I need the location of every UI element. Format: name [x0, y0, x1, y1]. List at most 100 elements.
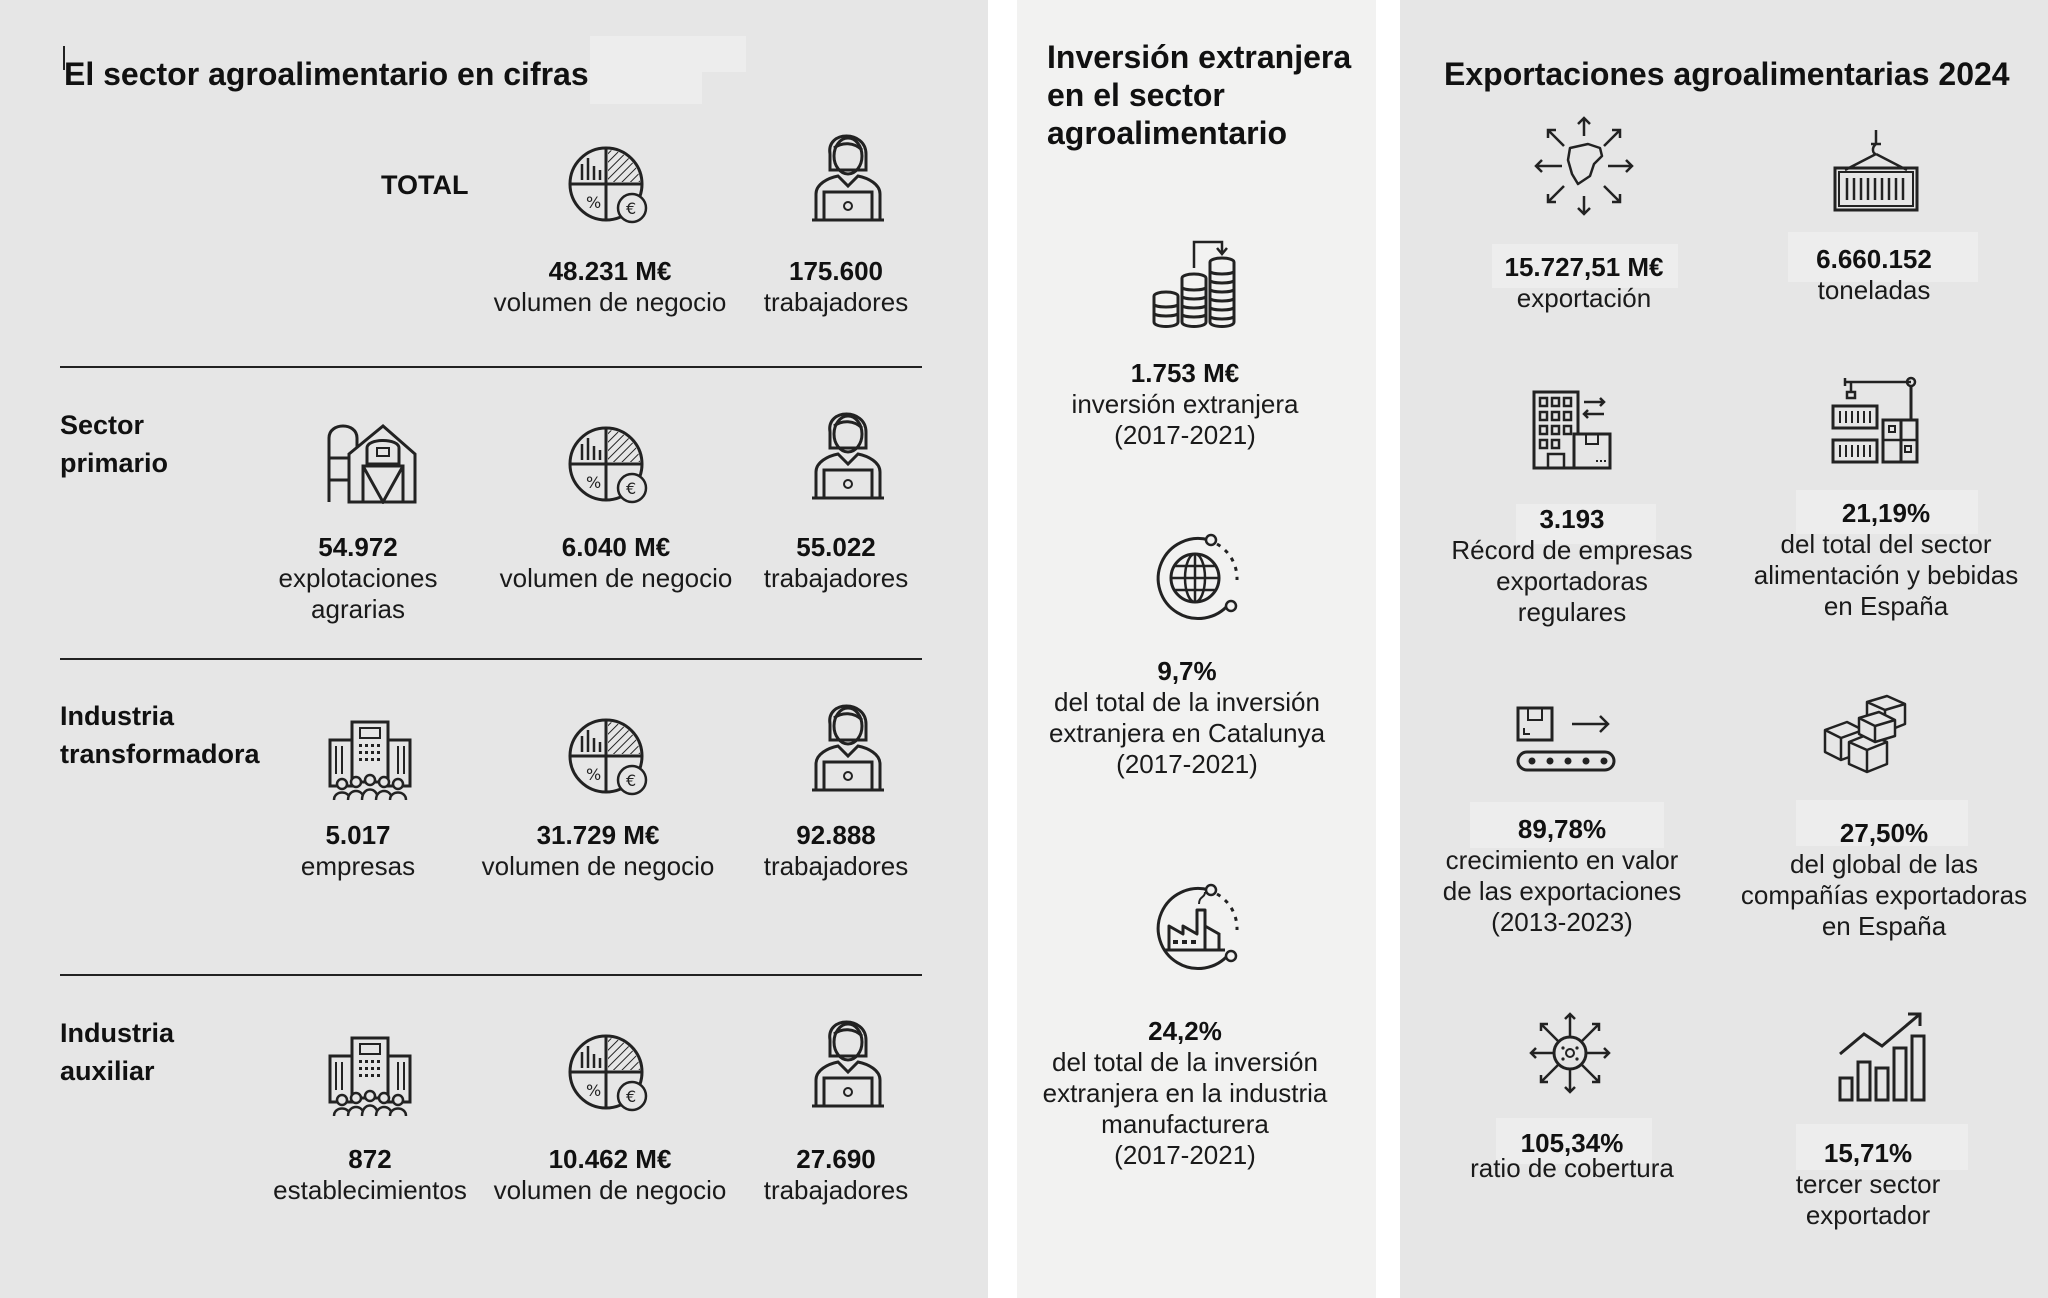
stat-value: 24,2%: [1148, 1016, 1222, 1046]
stat-desc: empresas: [300, 851, 416, 881]
stat-value: 27,50%: [1839, 818, 1929, 848]
row-label-total: TOTAL: [381, 170, 469, 200]
svg-text:%: %: [586, 1081, 601, 1100]
row-label-primario: Sector primario: [60, 410, 169, 478]
stat-value: 6.040 M€: [561, 532, 671, 562]
boxes-icon: [1821, 694, 1911, 780]
stat-value: 21,19%: [1841, 498, 1931, 528]
worker-laptop-icon: [808, 120, 888, 224]
virus-arrows-icon: [1525, 1008, 1615, 1098]
stat-desc: del total de la inversión extranjera en …: [1048, 687, 1326, 779]
pie-chart-euro-icon: % €: [568, 422, 652, 506]
stat-value: 6.660.152: [1816, 244, 1932, 274]
container-icon: [1831, 126, 1921, 216]
stat-auxiliar-establecimientos: 872 establecimientos: [260, 1144, 480, 1206]
svg-text:%: %: [586, 765, 601, 784]
pie-chart-euro-icon: % €: [568, 714, 652, 798]
worker-laptop-icon: [808, 1006, 888, 1110]
stat-value: 15,71%: [1823, 1138, 1913, 1168]
stat-desc: tercer sector exportador: [1795, 1169, 1941, 1230]
divider: [60, 974, 922, 976]
stat-value: 5.017: [325, 820, 391, 850]
highlight-box: [1796, 490, 1978, 534]
stat-value: 175.600: [789, 256, 883, 286]
svg-text:€: €: [626, 771, 636, 790]
stat-value: 1.753 M€: [1130, 358, 1240, 388]
pie-chart-euro-icon: % €: [568, 1030, 652, 1114]
stat-value: 27.690: [796, 1144, 876, 1174]
map-arrows-icon: [1532, 114, 1636, 218]
text-cursor: [63, 46, 65, 70]
crane-containers-icon: [1831, 376, 1921, 468]
stat-ratio-cobertura: 105,34% ratio de cobertura: [1432, 1128, 1712, 1183]
office-exchange-icon: [1530, 388, 1614, 472]
highlight-box: [1796, 800, 1968, 846]
stat-desc: del total del sector alimentación y bebi…: [1753, 529, 2019, 621]
row-label-auxiliar: Industria auxiliar: [60, 1018, 175, 1086]
svg-text:€: €: [626, 479, 636, 498]
panel-title: Exportaciones agroalimentarias 2024: [1444, 56, 2010, 92]
stat-value: 3.193: [1539, 504, 1605, 534]
highlight-box: [1496, 1118, 1652, 1164]
highlight-box: [1796, 1124, 1968, 1170]
stat-total-negocio: 48.231 M€ volumen de negocio: [470, 256, 750, 318]
stat-desc: establecimientos: [273, 1175, 467, 1205]
stat-global-companias: 27,50% del global de las compañías expor…: [1724, 818, 2044, 942]
stat-inversion-total: 1.753 M€ inversión extranjera (2017-2021…: [1015, 358, 1355, 451]
highlight-box: [1492, 244, 1678, 288]
highlight-box: [1470, 802, 1664, 848]
stat-value: 48.231 M€: [548, 256, 672, 286]
stat-primario-trabajadores: 55.022 trabajadores: [736, 532, 936, 594]
stat-desc: trabajadores: [763, 563, 909, 593]
stat-desc: trabajadores: [763, 287, 909, 317]
stat-desc: volumen de negocio: [499, 563, 733, 593]
stat-value: 9,7%: [1157, 656, 1217, 686]
panel-sector-cifras: El sector agroalimentario en cifras TOTA…: [0, 0, 988, 1298]
stat-desc: toneladas: [1817, 275, 1931, 305]
stat-value: 89,78%: [1517, 814, 1607, 844]
stat-desc: ratio de cobertura: [1470, 1153, 1674, 1183]
stat-auxiliar-trabajadores: 27.690 trabajadores: [736, 1144, 936, 1206]
stat-transformadora-negocio: 31.729 M€ volumen de negocio: [458, 820, 738, 882]
stat-desc: Récord de empresas exportadoras regulare…: [1451, 535, 1693, 627]
stat-value: 10.462 M€: [548, 1144, 672, 1174]
worker-laptop-icon: [808, 398, 888, 502]
stat-desc: explotaciones agrarias: [278, 563, 438, 624]
pie-chart-euro-icon: % €: [568, 142, 652, 226]
stat-inversion-manufacturera: 24,2% del total de la inversión extranje…: [1015, 1016, 1355, 1171]
panel-title: El sector agroalimentario en cifras: [64, 56, 589, 92]
divider: [60, 658, 922, 660]
globe-cycle-icon: [1149, 530, 1245, 626]
panel-title: Inversión extranjera en el sector agroal…: [1047, 39, 1352, 151]
stat-transformadora-trabajadores: 92.888 trabajadores: [736, 820, 936, 882]
svg-text:%: %: [586, 193, 601, 212]
svg-text:€: €: [626, 199, 636, 218]
stat-toneladas: 6.660.152 toneladas: [1774, 244, 1974, 306]
factory-cycle-icon: [1149, 880, 1245, 976]
stat-empresas-exportadoras: 3.193 Récord de empresas exportadoras re…: [1422, 504, 1722, 628]
divider: [60, 366, 922, 368]
stat-crecimiento: 89,78% crecimiento en valor de las expor…: [1412, 814, 1712, 938]
stat-desc: volumen de negocio: [493, 287, 727, 317]
stat-auxiliar-negocio: 10.462 M€ volumen de negocio: [470, 1144, 750, 1206]
coin-stacks-icon: [1150, 238, 1240, 328]
highlight-box: [1788, 232, 1978, 282]
stat-desc: exportación: [1516, 283, 1652, 313]
building-people-icon: [328, 1034, 412, 1118]
row-label-transformadora: Industria transformadora: [60, 701, 260, 769]
panel-exportaciones: Exportaciones agroalimentarias 2024 15.7…: [1400, 0, 2048, 1298]
conveyor-icon: [1514, 704, 1618, 776]
stat-desc: volumen de negocio: [493, 1175, 727, 1205]
stat-value: 54.972: [318, 532, 398, 562]
bar-growth-icon: [1834, 1010, 1930, 1104]
stat-primario-negocio: 6.040 M€ volumen de negocio: [476, 532, 756, 594]
stat-total-trabajadores: 175.600 trabajadores: [736, 256, 936, 318]
highlight-box: [590, 36, 746, 72]
stat-desc: del total de la inversión extranjera en …: [1042, 1047, 1328, 1170]
stat-desc: del global de las compañías exportadoras…: [1740, 849, 2028, 941]
highlight-box: [590, 72, 702, 104]
farm-barn-icon: [327, 418, 417, 504]
stat-inversion-catalunya: 9,7% del total de la inversión extranjer…: [1017, 656, 1357, 780]
stat-desc: trabajadores: [763, 851, 909, 881]
highlight-box: [1516, 504, 1656, 544]
